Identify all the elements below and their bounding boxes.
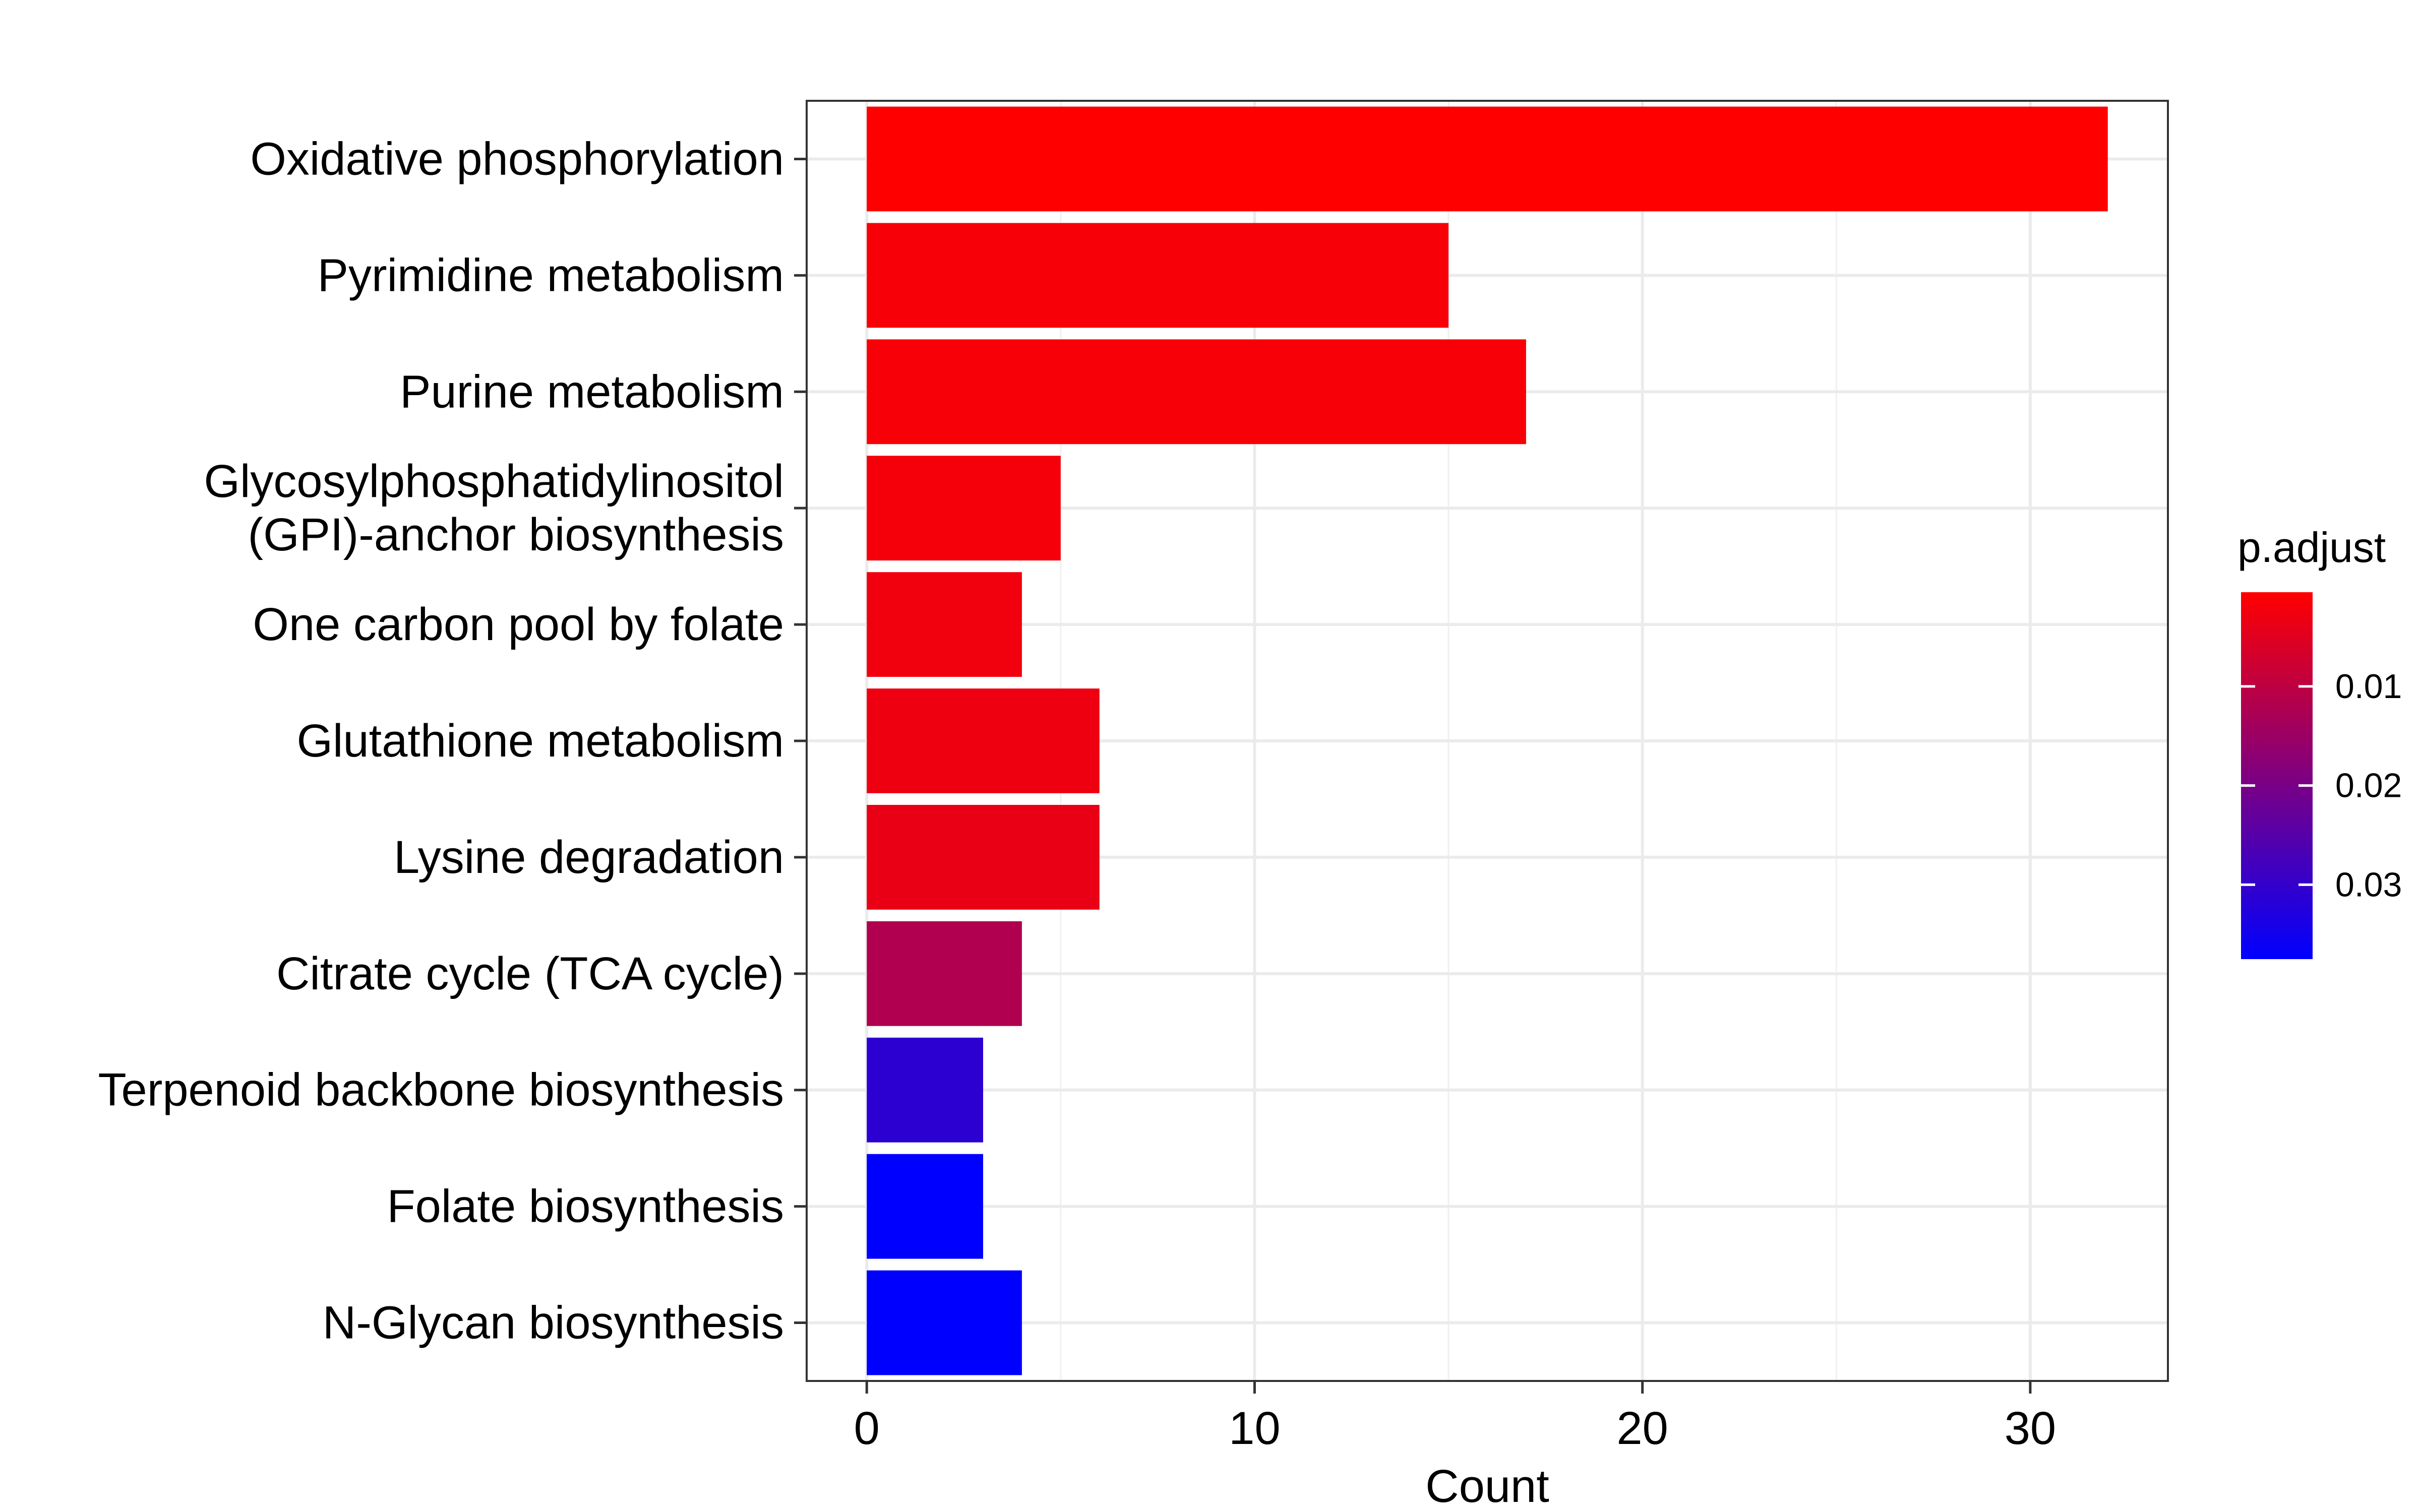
legend-tick-label: 0.01 [2335, 667, 2402, 706]
bar [867, 1270, 1022, 1375]
x-tick-label: 30 [2005, 1403, 2056, 1454]
category-label: Terpenoid backbone biosynthesis [98, 1064, 784, 1116]
bar [867, 106, 2108, 212]
x-tick-label: 10 [1229, 1403, 1280, 1454]
legend-ticks: 0.01 0.02 0.03 [2241, 667, 2402, 904]
y-axis: Oxidative phosphorylation Pyrimidine meta… [98, 133, 807, 1349]
category-label: Citrate cycle (TCA cycle) [276, 948, 784, 999]
bar [867, 572, 1022, 677]
bars [867, 106, 2108, 1375]
category-label: Folate biosynthesis [387, 1181, 784, 1232]
category-label: Lysine degradation [394, 832, 784, 883]
x-tick-label: 20 [1617, 1403, 1668, 1454]
legend-colorbar [2241, 592, 2313, 959]
bar [867, 805, 1100, 910]
category-label: One carbon pool by folate [253, 599, 784, 650]
color-legend: p.adjust 0.01 0.02 0.03 [2237, 524, 2402, 959]
bar [867, 339, 1526, 445]
category-label: Glycosylphosphatidylinositol [204, 456, 784, 507]
category-label: Oxidative phosphorylation [250, 133, 784, 184]
x-axis: 0 10 20 30 [854, 1381, 2056, 1454]
category-label: N-Glycan biosynthesis [323, 1297, 784, 1349]
bar [867, 456, 1061, 561]
category-label: Pyrimidine metabolism [318, 249, 784, 301]
bar [867, 223, 1449, 328]
legend-tick-label: 0.02 [2335, 767, 2402, 805]
bar [867, 1037, 983, 1143]
bar [867, 921, 1022, 1026]
legend-tick-label: 0.03 [2335, 865, 2402, 904]
category-label: Glutathione metabolism [297, 715, 784, 767]
x-axis-title: Count [1425, 1461, 1549, 1512]
category-label: (GPI)-anchor biosynthesis [248, 509, 784, 560]
category-label: Purine metabolism [400, 366, 784, 417]
x-tick-label: 0 [854, 1403, 880, 1454]
bar [867, 1154, 983, 1259]
bar [867, 688, 1100, 793]
legend-title: p.adjust [2237, 524, 2386, 571]
